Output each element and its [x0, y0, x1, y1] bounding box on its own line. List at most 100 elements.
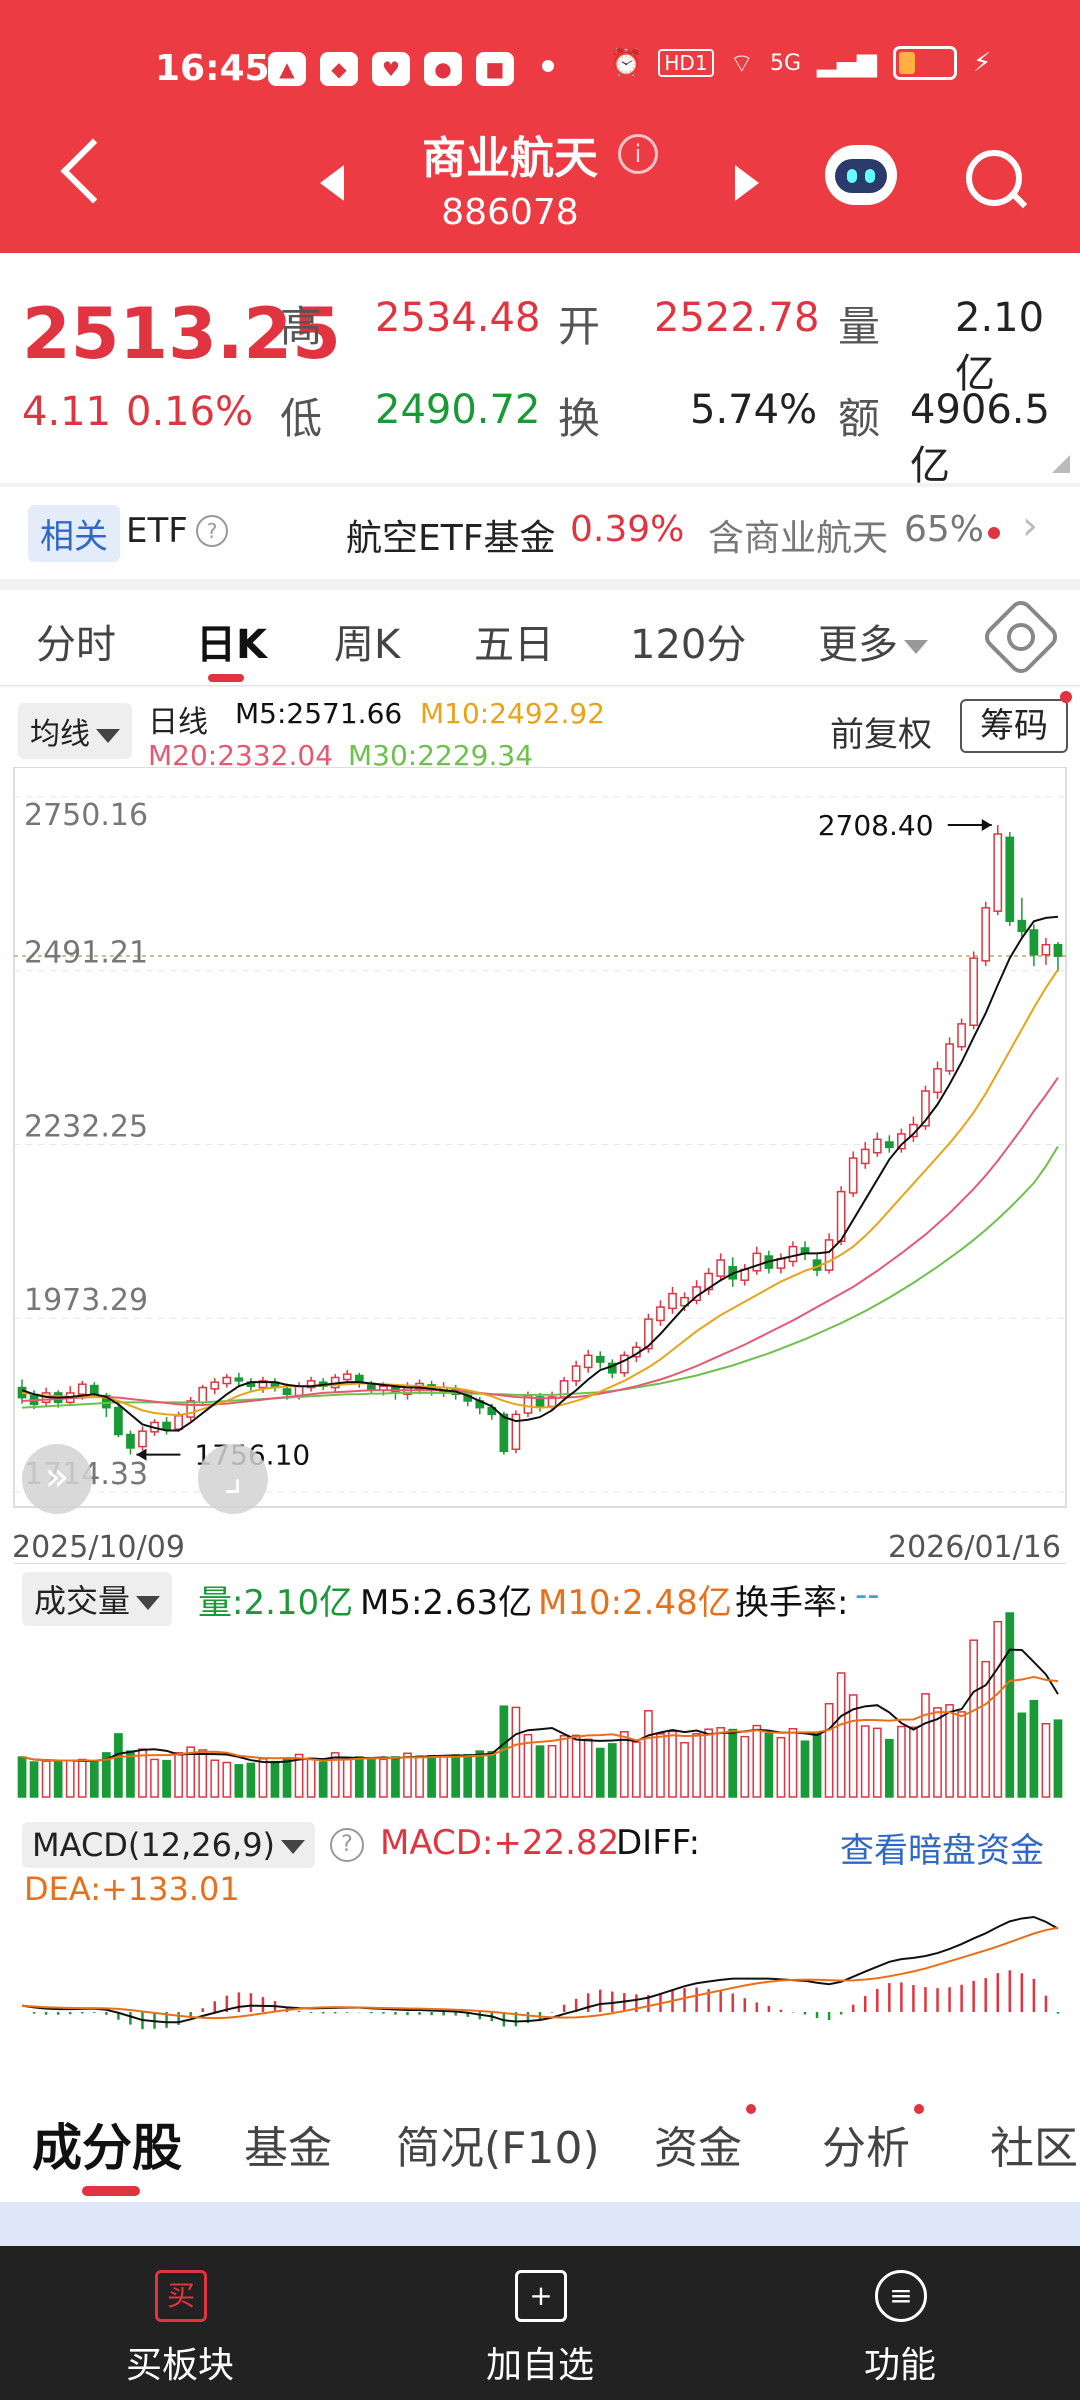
expand-sidebar-icon[interactable]: » — [22, 1444, 92, 1514]
caret-down-icon — [904, 640, 928, 654]
app-notification-icon: ♥ — [372, 52, 410, 86]
candle-body — [884, 1141, 894, 1149]
tab-120min[interactable]: 120分 — [630, 622, 747, 668]
volume-bar — [945, 1704, 954, 1798]
volume-bar — [463, 1753, 473, 1798]
open-value: 2522.78 — [654, 295, 820, 341]
tab-more[interactable]: 更多 — [818, 612, 928, 670]
volume-label: 量 — [838, 302, 881, 351]
tab-profile-f10[interactable]: 简况(F10) — [396, 2123, 600, 2174]
tab-capital[interactable]: 资金 — [654, 2123, 742, 2174]
etf-fund-name: 航空ETF基金 — [346, 518, 556, 559]
tab-five-day[interactable]: 五日 — [474, 622, 554, 668]
ma-type: 日线 — [148, 705, 208, 740]
nav-functions[interactable]: ≡ 功能 — [720, 2246, 1080, 2400]
volume-bar — [680, 1741, 689, 1798]
volume-m10-line — [21, 1675, 1059, 1762]
price-grid — [14, 796, 1066, 1493]
ma-selector-label: 均线 — [30, 717, 90, 752]
max-price-label: 2708.40 — [818, 809, 934, 842]
tab-intraday[interactable]: 分时 — [36, 622, 116, 668]
tab-weekly-k[interactable]: 周K — [334, 622, 401, 668]
related-etf-row[interactable]: 相关 ETF ? 航空ETF基金 0.39% 含商业航天 65% › — [0, 487, 1080, 579]
volume-bar — [776, 1736, 786, 1798]
volume-bar — [812, 1733, 822, 1798]
volume-bar — [318, 1761, 328, 1798]
fullscreen-icon[interactable]: ⌟ — [198, 1444, 268, 1514]
help-icon[interactable]: ? — [196, 515, 228, 547]
volume-bar — [1017, 1712, 1027, 1798]
volume-bar — [692, 1733, 701, 1798]
tab-daily-k[interactable]: 日K — [196, 622, 267, 668]
tab-constituents[interactable]: 成分股 — [32, 2119, 182, 2177]
assistant-robot-icon[interactable] — [825, 145, 897, 205]
active-tab-indicator — [208, 674, 244, 682]
macd-chart — [21, 1915, 1060, 2030]
ma-lines — [21, 915, 1059, 1432]
volume-bar — [872, 1727, 882, 1798]
active-tab-indicator — [82, 2186, 140, 2196]
candle-body — [848, 1157, 858, 1194]
add-icon: + — [515, 2270, 567, 2322]
volume-m5: M5:2.63亿 — [360, 1583, 533, 1623]
volume-bar — [150, 1758, 159, 1798]
price-change: 4.11 — [22, 389, 112, 435]
macd-selector[interactable]: MACD(12,26,9) — [22, 1822, 316, 1868]
volume-bar — [583, 1738, 593, 1798]
volume-bar — [475, 1750, 485, 1798]
volume-selector[interactable]: 成交量 — [22, 1572, 173, 1626]
volume-bar — [53, 1761, 63, 1798]
price-chart-frame — [13, 767, 1067, 1508]
tab-more-label: 更多 — [818, 622, 898, 668]
adjust-mode[interactable]: 前复权 — [830, 715, 932, 755]
volume-value: 量:2.10亿 — [198, 1583, 354, 1623]
volume-bar — [258, 1758, 268, 1798]
candle-body — [921, 1090, 930, 1127]
tab-analysis[interactable]: 分析 — [822, 2123, 910, 2174]
volume-bar — [897, 1725, 906, 1798]
tab-community[interactable]: 社区 — [990, 2123, 1078, 2174]
low-value: 2490.72 — [375, 387, 541, 433]
diff-label: DIFF: — [616, 1823, 701, 1863]
ma-selector[interactable]: 均线 — [18, 703, 132, 759]
candle-body — [1041, 943, 1051, 956]
candle-body — [752, 1252, 762, 1272]
candle-body — [282, 1388, 292, 1396]
search-icon[interactable] — [966, 150, 1022, 206]
status-time: 16:45 — [155, 48, 270, 89]
tab-funds[interactable]: 基金 — [244, 2123, 332, 2174]
volume-bar — [1041, 1722, 1051, 1798]
volume-bar — [764, 1733, 774, 1798]
nav-label: 买板块 — [125, 2345, 234, 2386]
candle-body — [198, 1386, 208, 1404]
candle-body — [210, 1381, 220, 1390]
dark-pool-link[interactable]: 查看暗盘资金 — [840, 1831, 1044, 1871]
candle-body — [77, 1383, 87, 1396]
candle-body — [957, 1023, 966, 1048]
candle-body — [511, 1413, 521, 1451]
volume-bar — [342, 1758, 352, 1798]
candle-body — [981, 907, 991, 962]
volume-bar — [415, 1755, 424, 1798]
info-icon[interactable]: i — [618, 134, 658, 174]
volume-bar — [595, 1747, 605, 1798]
nav-buy-sector[interactable]: 买 买板块 — [0, 2246, 360, 2400]
next-sector-icon[interactable] — [735, 165, 759, 201]
expand-corner-icon[interactable] — [1052, 455, 1070, 473]
volume-m10: M10:2.48亿 — [538, 1583, 732, 1623]
prev-sector-icon[interactable] — [320, 165, 344, 201]
candle-body — [680, 1296, 689, 1307]
help-icon[interactable]: ? — [330, 1828, 364, 1862]
app-notification-icon: ◆ — [320, 52, 358, 86]
chips-button[interactable]: 筹码 — [960, 699, 1068, 753]
volume-bar — [126, 1750, 135, 1798]
volume-bar — [668, 1730, 677, 1798]
notification-icons: ▲ ◆ ♥ ● ■ — [268, 52, 514, 86]
nav-add-watchlist[interactable]: + 加自选 — [360, 2246, 720, 2400]
back-icon[interactable] — [60, 138, 126, 204]
candle-body — [571, 1365, 581, 1382]
amount-label: 额 — [838, 394, 881, 443]
candle-body — [258, 1380, 268, 1389]
min-arrow-head — [136, 1448, 147, 1461]
